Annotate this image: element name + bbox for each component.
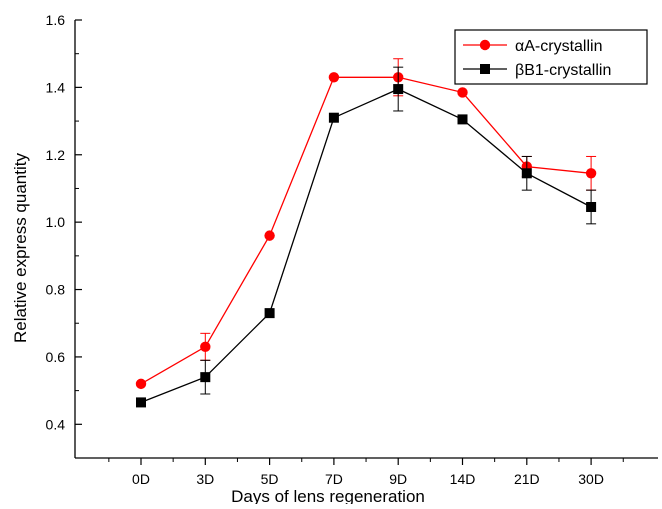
- data-point: [264, 308, 275, 319]
- x-tick-label: 7D: [325, 471, 343, 487]
- legend-label: αA-crystallin: [515, 38, 602, 55]
- legend-box: [454, 29, 648, 85]
- data-point: [586, 201, 597, 212]
- data-point: [393, 84, 404, 95]
- data-point: [135, 378, 147, 390]
- series-line: [140, 76, 592, 385]
- y-tick-label: 0.6: [46, 349, 66, 365]
- data-point: [200, 341, 211, 353]
- data-point: [200, 372, 211, 383]
- x-tick-label: 21D: [514, 471, 540, 487]
- axes: 0.4 0.6 0.8 1.0 1.2 1.4 1.6 0D 3D 5D 7D 9D 14D 21D 30D: [46, 12, 658, 487]
- x-tick-label: 3D: [196, 471, 214, 487]
- y-tick-label: 1.4: [46, 79, 66, 95]
- x-tick-label: 0D: [132, 471, 150, 487]
- x-tick-label: 5D: [261, 471, 279, 487]
- series-alphaA-crystallin: [135, 58, 597, 390]
- data-point: [457, 87, 468, 98]
- data-point: [328, 72, 340, 83]
- y-axis-label: Relative express quantity: [11, 153, 30, 343]
- legend-label: βB1-crystallin: [515, 62, 611, 79]
- data-point: [328, 112, 339, 123]
- x-tick-label: 14D: [450, 471, 476, 487]
- legend-item: βB1-crystallin: [463, 62, 611, 79]
- data-point: [136, 397, 146, 408]
- data-point: [457, 114, 468, 125]
- y-tick-label: 1.0: [46, 214, 66, 230]
- y-tick-label: 1.6: [46, 12, 66, 28]
- data-point: [521, 168, 532, 179]
- y-tick-label: 0.4: [46, 416, 66, 432]
- x-tick-label: 30D: [578, 471, 604, 487]
- data-point: [264, 230, 275, 241]
- series-line: [140, 88, 592, 404]
- legend-marker: [480, 64, 490, 74]
- series-group: [135, 58, 597, 408]
- data-point: [585, 168, 597, 179]
- y-tick-label: 0.8: [46, 282, 66, 298]
- legend-item: αA-crystallin: [463, 38, 602, 55]
- legend-marker: [479, 39, 491, 51]
- series-betaB1-crystallin: [136, 66, 597, 408]
- legend: αA-crystallin βB1-crystallin: [454, 29, 648, 85]
- x-axis-label: Days of lens regeneration: [231, 487, 425, 504]
- x-tick-label: 9D: [389, 471, 407, 487]
- y-tick-label: 1.2: [46, 147, 66, 163]
